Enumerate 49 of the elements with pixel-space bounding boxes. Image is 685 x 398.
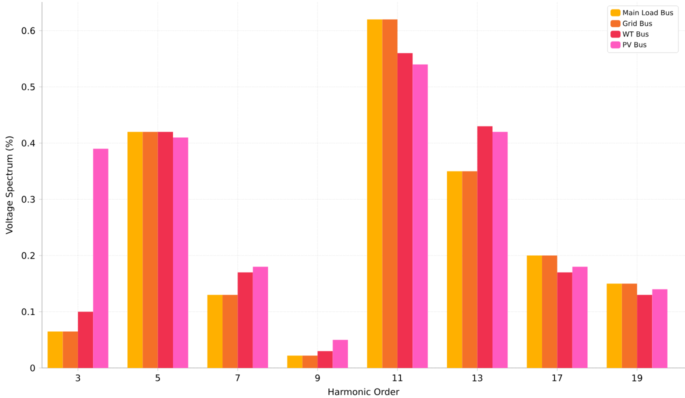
x-tick-label: 13: [472, 374, 482, 382]
bar: [477, 126, 492, 368]
bar: [572, 266, 588, 368]
x-tick-label: 11: [392, 374, 402, 382]
bar: [238, 272, 253, 368]
y-tick-label: 0: [30, 364, 35, 372]
bar: [287, 356, 302, 368]
bar: [412, 64, 428, 368]
bar: [652, 289, 668, 368]
bar: [492, 132, 508, 368]
x-tick-label: 7: [236, 374, 240, 382]
bar: [93, 148, 108, 368]
x-tick-label: 17: [552, 374, 562, 382]
bar: [367, 19, 382, 368]
bar: [78, 312, 94, 368]
y-tick-label: 0.4: [22, 140, 35, 147]
bar: [397, 53, 413, 368]
bar: [222, 294, 238, 368]
bar: [48, 331, 63, 368]
x-tick-label: 5: [156, 374, 160, 382]
bar: [173, 137, 188, 368]
y-tick-label: 0.6: [22, 27, 35, 34]
x-tick-label: 19: [632, 374, 642, 382]
x-tick-label: 3: [76, 374, 80, 382]
bar: [252, 266, 268, 368]
y-tick-label: 0.5: [22, 83, 35, 90]
bar: [158, 132, 174, 368]
y-tick-label: 0.3: [22, 196, 35, 203]
bar: [332, 340, 348, 368]
bar: [622, 284, 638, 368]
x-tick-label: 9: [315, 374, 320, 382]
y-axis-title: Voltage Spectrum (%): [6, 136, 14, 234]
y-tick-label: 0.1: [22, 308, 35, 316]
bar: [142, 132, 158, 368]
bar: [526, 256, 542, 368]
y-tick-label: 0.2: [22, 252, 35, 259]
bar: [557, 272, 572, 368]
bar: [637, 294, 652, 368]
bar: [318, 351, 333, 368]
bar: [542, 256, 558, 368]
bar: [302, 356, 318, 368]
bar: [382, 19, 398, 368]
bar: [62, 331, 78, 368]
bar: [127, 132, 143, 368]
bar: [207, 294, 223, 368]
bar: [446, 171, 462, 368]
x-axis-title: Harmonic Order: [328, 388, 400, 396]
bar: [606, 284, 622, 368]
bar: [462, 171, 478, 368]
